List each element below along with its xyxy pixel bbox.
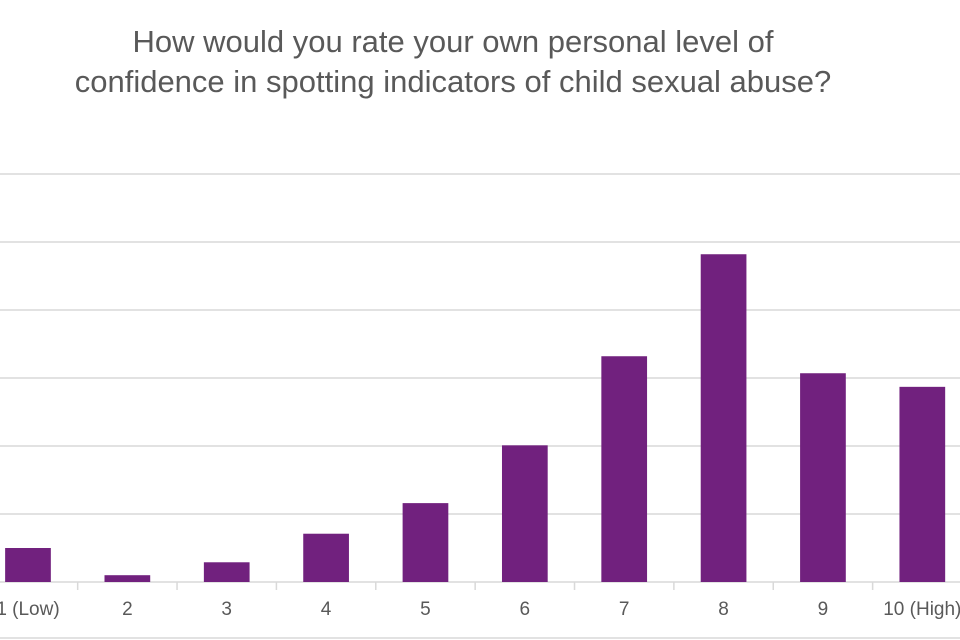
bar bbox=[5, 548, 51, 582]
x-tick-label: 7 bbox=[619, 599, 630, 620]
bar bbox=[402, 503, 449, 582]
bar bbox=[700, 254, 747, 583]
bar bbox=[303, 533, 349, 582]
bar bbox=[899, 386, 946, 582]
x-tick-label: 3 bbox=[221, 599, 232, 620]
x-tick-label: 10 (High) bbox=[883, 599, 960, 620]
bar bbox=[601, 356, 648, 582]
bar bbox=[104, 575, 151, 582]
chart-title: How would you rate your own personal lev… bbox=[74, 24, 832, 99]
x-tick-label: 4 bbox=[321, 599, 332, 620]
bar bbox=[800, 373, 846, 582]
x-tick-label: 1 (Low) bbox=[0, 599, 60, 620]
bar bbox=[203, 562, 250, 582]
x-tick-label: 5 bbox=[420, 599, 431, 620]
bar bbox=[501, 445, 548, 582]
x-tick-label: 6 bbox=[520, 599, 531, 620]
x-tick-label: 2 bbox=[122, 599, 133, 620]
x-tick-label: 9 bbox=[818, 599, 829, 620]
x-tick-label: 8 bbox=[718, 599, 729, 620]
